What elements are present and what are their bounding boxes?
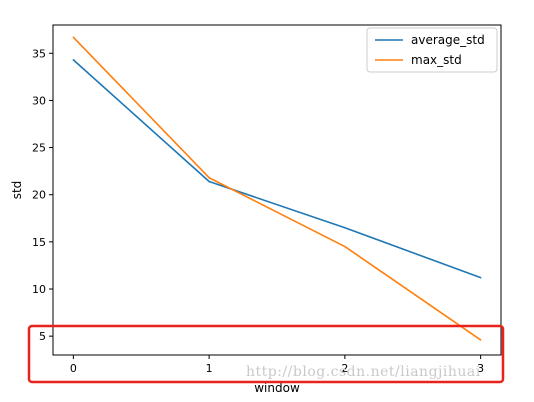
y-tick-label: 20 (32, 189, 46, 202)
plot-area (52, 24, 502, 356)
y-tick-label: 5 (39, 330, 46, 343)
highlight-box (27, 324, 505, 384)
x-axis-label: window (254, 381, 300, 395)
legend-label-max-std: max_std (411, 53, 462, 67)
data-point-max-std (344, 245, 346, 248)
y-tick-label: 10 (32, 283, 46, 296)
series-line-max-std (72, 36, 482, 341)
data-point-average-std (208, 180, 210, 183)
data-point-average-std (344, 226, 346, 229)
legend-label-average-std: average_std (411, 33, 485, 47)
legend-box (366, 27, 498, 73)
x-tick-label: 2 (341, 362, 348, 375)
data-point-max-std (72, 36, 75, 39)
data-point-average-std (479, 276, 482, 279)
x-tick-label: 3 (477, 362, 484, 375)
x-tick-label: 0 (70, 362, 77, 375)
y-axis-label: std (10, 181, 24, 200)
watermark: http://blog.csdn.net/liangjihuai (246, 364, 481, 380)
y-tick-label: 25 (32, 142, 46, 155)
y-tick-label: 15 (32, 236, 46, 249)
series-line-average-std (72, 59, 481, 279)
y-tick-label: 30 (32, 94, 46, 107)
y-tick-label: 35 (32, 47, 46, 60)
x-tick-label: 1 (206, 362, 213, 375)
data-point-max-std (479, 339, 482, 341)
legend: average_std max_std (366, 27, 498, 73)
data-point-average-std (72, 59, 75, 61)
data-point-max-std (208, 176, 210, 179)
